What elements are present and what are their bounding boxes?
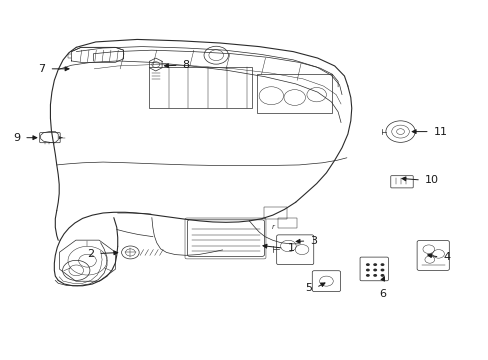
Text: 1: 1 [287,243,294,253]
Bar [277,218,297,228]
Circle shape [365,263,369,266]
Circle shape [365,269,369,271]
Circle shape [372,274,376,277]
Text: 11: 11 [433,127,447,136]
Text: 4: 4 [443,252,449,262]
Circle shape [380,269,384,271]
Text: 8: 8 [182,60,189,70]
Bar [264,207,287,220]
Circle shape [372,263,376,266]
Circle shape [365,274,369,277]
Text: 6: 6 [378,289,385,299]
Text: 5: 5 [305,283,312,293]
Text: 7: 7 [39,64,45,74]
Text: 3: 3 [310,236,317,246]
Circle shape [380,263,384,266]
Text: r: r [271,225,274,230]
Text: 9: 9 [13,133,20,143]
Text: 10: 10 [424,175,438,185]
Text: 2: 2 [87,248,94,258]
Circle shape [372,269,376,271]
Circle shape [380,274,384,277]
